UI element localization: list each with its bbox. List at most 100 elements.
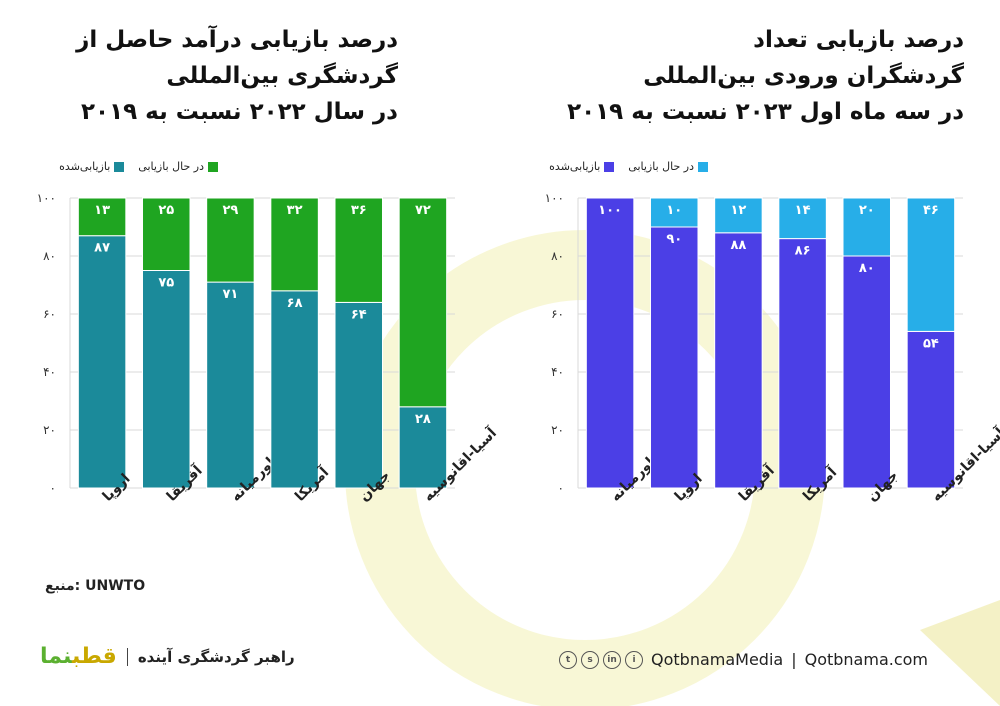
- footer-divider-line: [126, 647, 128, 666]
- left-bar-recovering: [77, 197, 127, 237]
- left-title-line-1: درصد بازیابی درآمد حاصل از: [76, 27, 398, 53]
- left-bar-recovered: [77, 235, 127, 489]
- instagram-icon[interactable]: i: [625, 650, 643, 669]
- footer-brand: قطبنما راهبر گردشگری آینده: [40, 644, 295, 669]
- right-bar-recovered: [714, 232, 763, 489]
- left-bar-chart: ۰۲۰۴۰۶۰۸۰۱۰۰۸۷۱۳اروپا۷۵۲۵آفریقا۷۱۲۹خاورم…: [37, 191, 501, 505]
- website-link[interactable]: Qotbnama.com: [804, 650, 928, 669]
- left-data-label: ۷۱: [222, 287, 238, 302]
- right-ytick-label: ۱۰۰: [545, 191, 564, 205]
- right-title-line-1: درصد بازیابی تعداد: [753, 27, 964, 53]
- right-legend: در حال بازیابی بازیابی‌شده: [549, 160, 708, 173]
- left-data-label: ۲۹: [222, 203, 238, 218]
- logo-part-1: قطب: [72, 644, 117, 669]
- left-bar-recovering: [334, 197, 383, 303]
- left-bar-recovering: [270, 197, 319, 292]
- left-ytick-label: ۲۰: [43, 423, 56, 437]
- right-legend-recovered: بازیابی‌شده: [549, 160, 615, 173]
- right-data-label: ۸۶: [795, 244, 811, 259]
- right-title-line-2: گردشگران ورودی بین‌المللی: [643, 63, 964, 89]
- left-data-label: ۲۵: [158, 203, 174, 218]
- left-ytick-label: ۶۰: [43, 307, 56, 321]
- right-ytick-label: ۴۰: [551, 365, 564, 379]
- left-chart-title: درصد بازیابی درآمد حاصل از گردشگری بین‌ا…: [30, 22, 398, 130]
- right-data-label: ۵۴: [923, 336, 939, 351]
- footer-contact: t s in i QotbnamaMedia | Qotbnama.com: [559, 650, 928, 669]
- right-bar-recovered: [842, 255, 891, 489]
- right-data-label: ۱۰: [666, 203, 682, 218]
- left-bar-recovered: [270, 290, 319, 489]
- right-bar-recovered: [906, 330, 956, 489]
- left-data-label: ۶۴: [351, 307, 367, 322]
- left-legend: در حال بازیابی بازیابی‌شده: [59, 160, 218, 173]
- right-data-label: ۹۰: [666, 232, 682, 247]
- right-ytick-label: ۸۰: [551, 249, 564, 263]
- left-title-line-3: در سال ۲۰۲۲ نسبت به ۲۰۱۹: [81, 99, 398, 125]
- twitter-icon[interactable]: t: [559, 650, 577, 669]
- left-legend-recovering-swatch: [208, 161, 218, 172]
- right-ytick-label: ۲۰: [551, 423, 564, 437]
- right-legend-recovered-label: بازیابی‌شده: [549, 160, 601, 173]
- decor-triangle: [920, 600, 1000, 706]
- right-ytick-label: ۰: [558, 481, 564, 495]
- right-ytick-label: ۶۰: [551, 307, 564, 321]
- left-legend-recovered: بازیابی‌شده: [59, 160, 125, 173]
- left-ytick-label: ۰: [50, 481, 56, 495]
- telegram-icon[interactable]: s: [581, 650, 599, 669]
- right-bar-chart: ۰۲۰۴۰۶۰۸۰۱۰۰۱۰۰خاورمیانه۹۰۱۰اروپا۸۸۱۲آفر…: [545, 191, 1000, 505]
- left-data-label: ۸۷: [94, 241, 110, 256]
- left-bar-recovering: [206, 197, 255, 283]
- logo-part-2: نما: [40, 644, 72, 669]
- left-legend-recovered-swatch: [114, 161, 125, 172]
- left-legend-recovering: در حال بازیابی: [138, 160, 218, 173]
- right-chart-title: درصد بازیابی تعداد گردشگران ورودی بین‌ال…: [540, 22, 964, 130]
- right-legend-recovering: در حال بازیابی: [628, 160, 708, 173]
- left-data-label: ۳۶: [351, 203, 367, 218]
- right-title-line-3: در سه ماه اول ۲۰۲۳ نسبت به ۲۰۱۹: [567, 99, 964, 125]
- left-bar-recovered: [142, 270, 191, 489]
- left-bar-recovered: [334, 301, 383, 489]
- source-note: UNWTO :منبع: [45, 578, 146, 594]
- right-bar-recovering: [842, 197, 891, 257]
- right-data-label: ۱۲: [730, 203, 746, 218]
- left-data-label: ۷۵: [158, 276, 174, 291]
- left-data-label: ۶۸: [287, 296, 303, 311]
- right-legend-recovering-label: در حال بازیابی: [628, 160, 694, 173]
- right-bar-recovering: [778, 197, 827, 240]
- left-bar-recovered: [206, 281, 255, 489]
- left-bar-recovered: [398, 406, 448, 489]
- left-bar-recovering: [142, 197, 191, 271]
- left-legend-recovered-label: بازیابی‌شده: [59, 160, 111, 173]
- left-ytick-label: ۸۰: [43, 249, 56, 263]
- social-handle[interactable]: QotbnamaMedia: [651, 650, 784, 669]
- right-legend-recovered-swatch: [604, 161, 615, 172]
- right-data-label: ۸۰: [859, 261, 875, 276]
- left-data-label: ۷۲: [415, 203, 431, 218]
- right-data-label: ۲۰: [859, 203, 875, 218]
- left-title-line-2: گردشگری بین‌المللی: [166, 63, 398, 89]
- left-data-label: ۳۲: [287, 203, 303, 218]
- right-bar-recovering: [650, 197, 699, 228]
- brand-tagline: راهبر گردشگری آینده: [137, 647, 295, 666]
- left-ytick-label: ۴۰: [43, 365, 56, 379]
- right-bar-recovering: [906, 197, 956, 332]
- left-ytick-label: ۱۰۰: [37, 191, 56, 205]
- footer-separator: |: [791, 650, 797, 669]
- right-bar-recovered: [585, 197, 635, 489]
- social-icons: t s in i: [559, 650, 643, 669]
- left-bar-recovering: [398, 197, 448, 408]
- brand-logo[interactable]: قطبنما: [40, 644, 117, 669]
- right-bar-recovering: [714, 197, 763, 234]
- right-data-label: ۸۸: [730, 238, 746, 253]
- right-data-label: ۱۰۰: [598, 203, 622, 218]
- left-legend-recovering-label: در حال بازیابی: [138, 160, 204, 173]
- linkedin-icon[interactable]: in: [603, 650, 621, 669]
- left-data-label: ۲۸: [415, 412, 431, 427]
- left-data-label: ۱۳: [94, 203, 110, 218]
- right-legend-recovering-swatch: [698, 161, 708, 172]
- right-bar-recovered: [778, 238, 827, 489]
- right-data-label: ۱۴: [795, 203, 811, 218]
- right-bar-recovered: [650, 226, 699, 489]
- right-data-label: ۴۶: [923, 203, 939, 218]
